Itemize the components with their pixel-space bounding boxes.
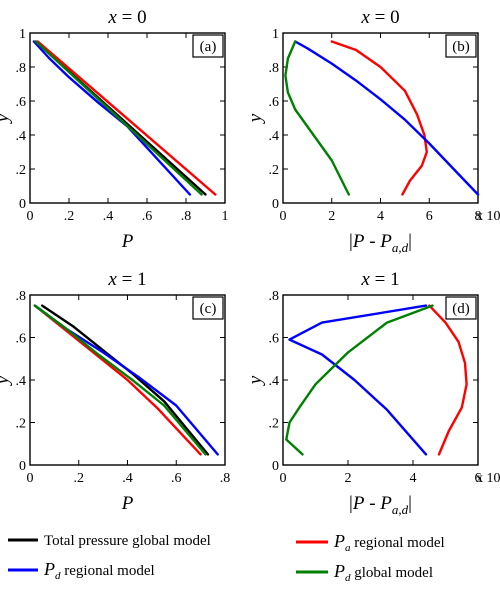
x-tick-label: 6	[475, 471, 482, 486]
series-line-pd_reg	[294, 40, 480, 196]
y-axis-label: y	[0, 375, 13, 386]
panel-tag: (a)	[200, 39, 217, 55]
y-tick-label: .4	[16, 129, 27, 144]
x-tick-label: .6	[171, 471, 182, 486]
x-tick-label: 2	[345, 471, 352, 486]
x-tick-label: 4	[377, 209, 384, 224]
x-tick-label: .8	[220, 471, 231, 486]
x-tick-label: .2	[74, 471, 85, 486]
panel-d: x = 1 0 2 4 6 0 .2 .4 .6 .8 (d) y |P - Pa,d| x 10-2	[245, 269, 500, 517]
x-tick-label: .2	[64, 209, 75, 224]
y-tick-label: .6	[16, 95, 27, 110]
panel-title: x = 1	[360, 269, 399, 290]
y-tick-label: .2	[269, 417, 280, 432]
panel-title: x = 0	[360, 7, 399, 28]
series-line-pd_glob	[284, 40, 350, 196]
panel-tag-box	[445, 296, 477, 320]
x-tick-label: .8	[181, 209, 192, 224]
x-axis-label: P	[121, 231, 134, 252]
series-line-pa_reg	[428, 304, 468, 456]
y-tick-label: .4	[269, 374, 280, 389]
y-tick-label: .4	[16, 374, 27, 389]
panel-tag-box	[445, 34, 477, 58]
x-multiplier: x 10-2	[476, 206, 500, 224]
plot-frame	[282, 32, 479, 204]
y-tick-label: .2	[269, 163, 280, 178]
x-multiplier: x 10-2	[476, 468, 500, 486]
plot-frame	[29, 32, 226, 204]
panel-tag: (b)	[452, 39, 470, 55]
panel-tag-box	[192, 34, 224, 58]
y-tick-label: .6	[269, 332, 280, 347]
y-axis-label: y	[245, 375, 266, 386]
legend-label-pd_reg: Pd regional model	[43, 559, 155, 582]
x-tick-label: 0	[27, 471, 34, 486]
x-tick-label: 0	[280, 209, 287, 224]
series-line-pd_reg	[288, 304, 428, 456]
y-tick-label: .8	[16, 61, 27, 76]
x-tick-label: 0	[280, 471, 287, 486]
x-tick-label: 1	[222, 209, 229, 224]
series-line-pa_reg	[36, 40, 217, 196]
panel-tag: (c)	[200, 301, 217, 317]
legend-label-pd_glob: Pd global model	[333, 561, 433, 584]
panel-tag: (d)	[452, 301, 470, 317]
y-tick-label: .2	[16, 163, 27, 178]
x-axis-label: P	[121, 493, 134, 514]
panel-a: x = 0 0 .2 .4 .6 .8 1 0 .2 .4 .6 .8 1 (a) y P	[0, 7, 229, 252]
series-line-pd_glob	[34, 40, 203, 196]
y-axis-label: y	[245, 113, 266, 124]
x-tick-label: 6	[426, 209, 433, 224]
y-tick-label: 0	[19, 197, 26, 212]
y-axis-label: y	[0, 113, 13, 124]
y-tick-label: .8	[16, 289, 27, 304]
legend: Total pressure global model Pa regional m…	[8, 531, 445, 584]
series-line-pd_reg	[32, 40, 192, 196]
x-axis-label: |P - Pa,d|	[349, 493, 412, 517]
legend-label-pa_reg: Pa regional model	[333, 531, 445, 554]
y-tick-label: 0	[19, 459, 26, 474]
panel-title: x = 0	[107, 7, 146, 28]
x-tick-label: 2	[328, 209, 335, 224]
y-tick-label: .6	[16, 332, 27, 347]
y-tick-label: .8	[269, 289, 280, 304]
x-tick-label: 0	[27, 209, 34, 224]
y-tick-label: .8	[269, 61, 280, 76]
panel-tag-box	[192, 296, 224, 320]
series-line-pd_glob	[33, 304, 207, 456]
panel-c: x = 1 0 .2 .4 .6 .8 0 .2 .4 .6 .8 (c) y P	[0, 269, 230, 514]
series-line-pa_reg	[330, 40, 428, 196]
y-tick-label: 0	[272, 459, 279, 474]
y-tick-label: 1	[19, 27, 26, 42]
x-tick-label: .4	[103, 209, 114, 224]
panel-b: x = 0 0 2 4 6 8 0 .2 .4 .6 .8 1 (b) y |P - Pa,d| x 10-2	[245, 7, 500, 255]
panel-title: x = 1	[107, 269, 146, 290]
legend-label-total: Total pressure global model	[44, 533, 211, 549]
x-tick-label: .4	[122, 471, 133, 486]
y-tick-label: .2	[16, 417, 27, 432]
y-tick-label: .6	[269, 95, 280, 110]
x-tick-label: 4	[410, 471, 417, 486]
x-tick-label: 8	[475, 209, 482, 224]
plot-frame	[282, 294, 479, 466]
series-line-pa_reg	[33, 304, 202, 456]
y-tick-label: 0	[272, 197, 279, 212]
x-axis-label: |P - Pa,d|	[349, 231, 412, 255]
x-tick-label: .6	[142, 209, 153, 224]
y-tick-label: 1	[272, 27, 279, 42]
series-line-pd_glob	[285, 304, 434, 456]
y-tick-label: .4	[269, 129, 280, 144]
